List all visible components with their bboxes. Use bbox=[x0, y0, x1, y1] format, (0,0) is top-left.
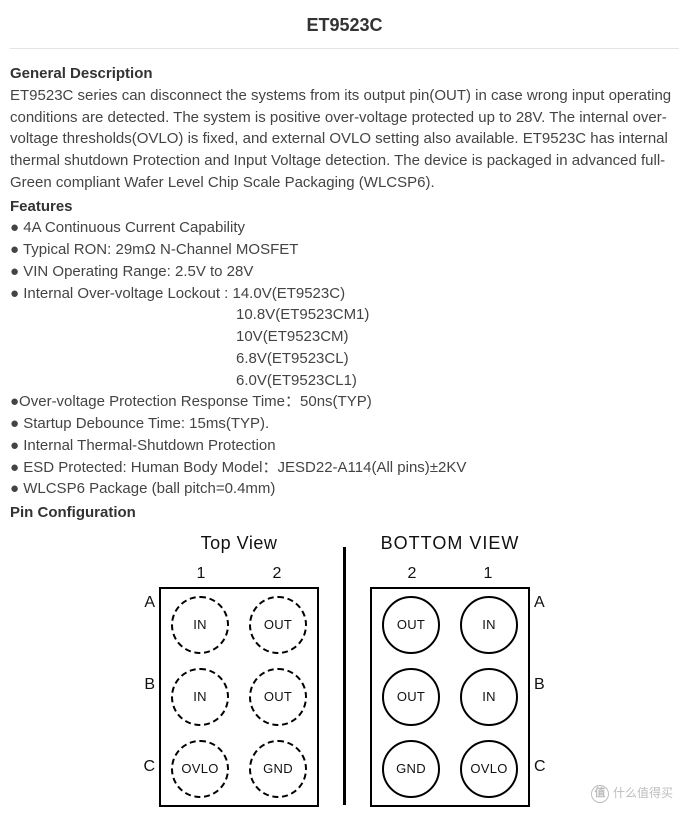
feature-item: ● 4A Continuous Current Capability bbox=[10, 217, 679, 239]
ball-c1-top: OVLO bbox=[171, 740, 229, 798]
row-label: C bbox=[534, 755, 546, 778]
feature-item: ●Over-voltage Protection Response Time：5… bbox=[10, 391, 679, 413]
ball-c2-bottom: OVLO bbox=[460, 740, 518, 798]
bottom-column-labels: 2 1 bbox=[370, 562, 530, 587]
pin-configuration-diagram: Top View 1 2 A B C IN OUT IN OUT OVLO GN… bbox=[10, 530, 679, 807]
bottom-view-block: BOTTOM VIEW 2 1 A B C OUT IN OUT IN GND … bbox=[370, 530, 530, 807]
row-label: B bbox=[144, 673, 155, 696]
col-label: 2 bbox=[273, 562, 282, 585]
feature-subitem: 6.8V(ET9523CL) bbox=[10, 348, 679, 370]
feature-item: ● Internal Over-voltage Lockout : 14.0V(… bbox=[10, 283, 679, 305]
bottom-view-chip: OUT IN OUT IN GND OVLO bbox=[370, 587, 530, 807]
bottom-row-labels: A B C bbox=[534, 562, 550, 807]
feature-item: ● VIN Operating Range: 2.5V to 28V bbox=[10, 261, 679, 283]
heading-pin-configuration: Pin Configuration bbox=[10, 502, 679, 524]
heading-general-description: General Description bbox=[10, 63, 679, 85]
feature-subitem: 10.8V(ET9523CM1) bbox=[10, 304, 679, 326]
ball-b1-top: IN bbox=[171, 668, 229, 726]
row-label: B bbox=[534, 673, 545, 696]
col-label: 1 bbox=[197, 562, 206, 585]
heading-features: Features bbox=[10, 196, 679, 218]
row-label: A bbox=[144, 591, 155, 614]
feature-item: ● Internal Thermal-Shutdown Protection bbox=[10, 435, 679, 457]
ball-a1-bottom: OUT bbox=[382, 596, 440, 654]
page-title: ET9523C bbox=[10, 8, 679, 49]
top-column-labels: 1 2 bbox=[159, 562, 319, 587]
view-divider bbox=[343, 547, 346, 805]
watermark: 值 什么值得买 bbox=[591, 785, 673, 803]
ball-c2-top: GND bbox=[249, 740, 307, 798]
watermark-icon: 值 bbox=[591, 785, 609, 803]
top-view-block: Top View 1 2 A B C IN OUT IN OUT OVLO GN… bbox=[159, 530, 319, 807]
feature-item: ● Typical RON: 29mΩ N-Channel MOSFET bbox=[10, 239, 679, 261]
col-label: 2 bbox=[408, 562, 417, 585]
ball-b1-bottom: OUT bbox=[382, 668, 440, 726]
ball-b2-bottom: IN bbox=[460, 668, 518, 726]
feature-item: ● Startup Debounce Time: 15ms(TYP). bbox=[10, 413, 679, 435]
row-label: A bbox=[534, 591, 545, 614]
watermark-text: 什么值得买 bbox=[613, 785, 673, 802]
feature-subitem: 10V(ET9523CM) bbox=[10, 326, 679, 348]
ball-b2-top: OUT bbox=[249, 668, 307, 726]
ball-c1-bottom: GND bbox=[382, 740, 440, 798]
ball-a1-top: IN bbox=[171, 596, 229, 654]
col-label: 1 bbox=[484, 562, 493, 585]
top-row-labels: A B C bbox=[139, 562, 155, 807]
top-view-title: Top View bbox=[201, 530, 278, 556]
feature-subitem: 6.0V(ET9523CL1) bbox=[10, 370, 679, 392]
general-description-text: ET9523C series can disconnect the system… bbox=[10, 85, 679, 194]
top-view-chip: IN OUT IN OUT OVLO GND bbox=[159, 587, 319, 807]
feature-item: ● ESD Protected: Human Body Model：JESD22… bbox=[10, 457, 679, 479]
ball-a2-bottom: IN bbox=[460, 596, 518, 654]
bottom-view-title: BOTTOM VIEW bbox=[381, 530, 520, 556]
row-label: C bbox=[143, 755, 155, 778]
ball-a2-top: OUT bbox=[249, 596, 307, 654]
feature-item: ● WLCSP6 Package (ball pitch=0.4mm) bbox=[10, 478, 679, 500]
